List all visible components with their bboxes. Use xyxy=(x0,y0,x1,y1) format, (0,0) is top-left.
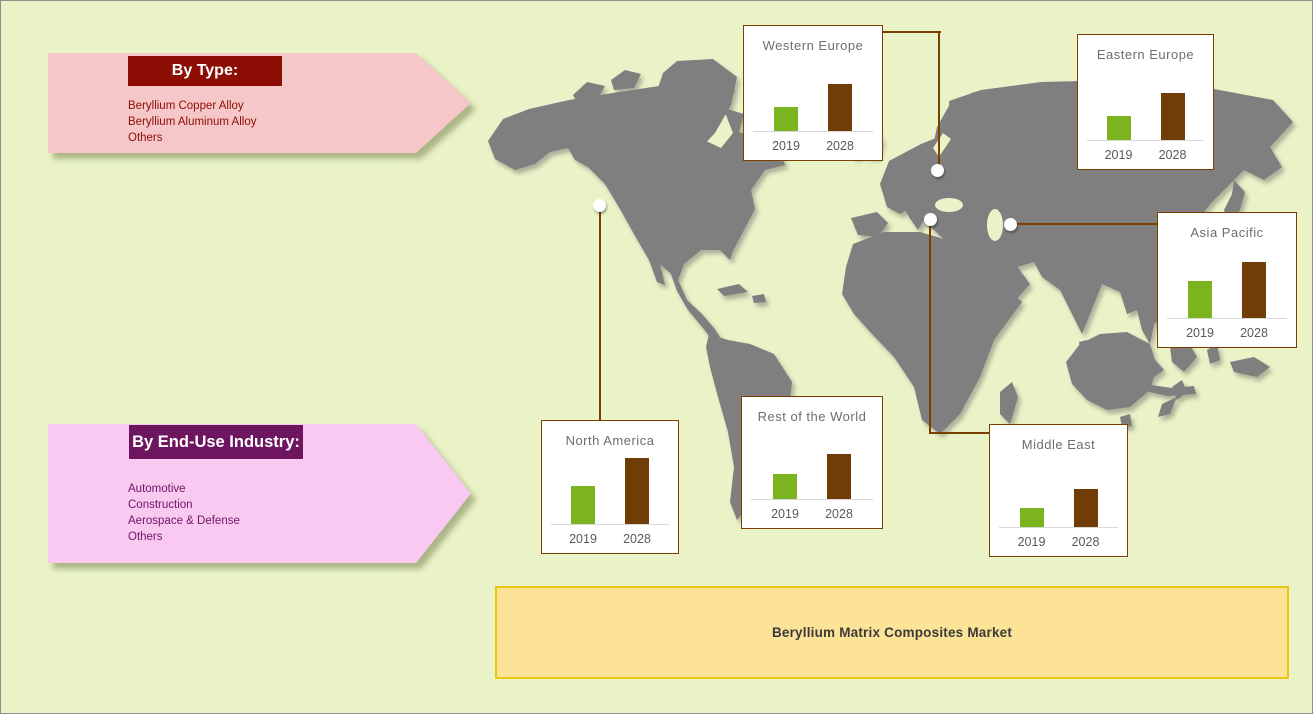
chart-baseline xyxy=(999,527,1118,528)
list-item: Automotive xyxy=(128,483,186,495)
region-chart-title: North America xyxy=(565,433,655,448)
connector-line-western-europe xyxy=(883,31,941,33)
chart-baseline xyxy=(751,499,873,500)
by-type-items: Beryllium Copper Alloy Beryllium Aluminum… xyxy=(128,98,256,146)
map-marker-asia-pacific xyxy=(1004,218,1017,231)
connector-line-north-america xyxy=(599,207,601,420)
category-label: 2019 xyxy=(1104,148,1133,162)
map-marker-north-america xyxy=(593,199,606,212)
bar-group xyxy=(1158,262,1296,319)
region-chart-title: Asia Pacific xyxy=(1190,225,1264,240)
by-type-header: By Type: xyxy=(128,56,282,86)
bar-2019 xyxy=(1106,116,1131,141)
bar-2019 xyxy=(773,474,797,500)
category-label: 2028 xyxy=(826,139,854,153)
chart-baseline xyxy=(1087,140,1204,141)
connector-line-western-europe xyxy=(938,31,940,166)
category-label: 2019 xyxy=(569,532,597,546)
bar-group xyxy=(1078,93,1213,141)
category-label: 2019 xyxy=(771,507,799,521)
region-chart-western-europe: Western Europe 2019 2028 xyxy=(743,25,883,161)
by-end-use-panel: By End-Use Industry: Automotive Construct… xyxy=(48,424,471,563)
region-chart-middle-east: Middle East 2019 2028 xyxy=(989,424,1128,557)
map-marker-western-europe xyxy=(931,164,944,177)
list-item: Beryllium Copper Alloy xyxy=(128,100,244,112)
list-item: Construction xyxy=(128,499,193,511)
chart-baseline xyxy=(551,524,669,525)
bar-2028 xyxy=(1242,262,1266,319)
bar-2019 xyxy=(1188,281,1212,319)
chart-baseline xyxy=(1167,318,1287,319)
bar-2028 xyxy=(1160,93,1185,141)
connector-line-asia-pacific xyxy=(1013,223,1157,225)
title-banner-label: Beryllium Matrix Composites Market xyxy=(771,625,1013,640)
list-item: Others xyxy=(128,132,163,144)
title-banner: Beryllium Matrix Composites Market xyxy=(495,586,1289,679)
region-chart-title: Western Europe xyxy=(762,38,864,53)
by-type-panel: By Type: Beryllium Copper Alloy Beryllium… xyxy=(48,53,471,153)
bar-2019 xyxy=(571,486,595,525)
connector-line-middle-east xyxy=(929,432,990,434)
category-label: 2028 xyxy=(1071,535,1100,549)
region-chart-eastern-europe: Eastern Europe 2019 2028 xyxy=(1077,34,1214,170)
bar-group xyxy=(542,458,678,525)
region-chart-title: Eastern Europe xyxy=(1096,47,1195,62)
bar-2019 xyxy=(1019,508,1044,528)
region-chart-rest-of-the-world: Rest of the World 2019 2028 xyxy=(741,396,883,529)
category-label: 2019 xyxy=(772,139,800,153)
region-chart-title: Middle East xyxy=(1021,437,1096,452)
by-end-use-items: Automotive Construction Aerospace & Defens… xyxy=(128,481,240,545)
list-item: Beryllium Aluminum Alloy xyxy=(128,116,257,128)
region-chart-asia-pacific: Asia Pacific 2019 2028 xyxy=(1157,212,1297,348)
category-label: 2028 xyxy=(1240,326,1268,340)
bar-2028 xyxy=(1073,489,1098,528)
bar-group xyxy=(742,454,882,500)
list-item: Others xyxy=(128,531,163,543)
region-chart-title: Rest of the World xyxy=(757,409,867,424)
region-chart-north-america: North America 2019 2028 xyxy=(541,420,679,554)
category-label: 2028 xyxy=(623,532,651,546)
category-label: 2028 xyxy=(825,507,853,521)
connector-line-middle-east xyxy=(929,222,931,434)
bar-group xyxy=(990,489,1127,528)
category-label: 2019 xyxy=(1017,535,1046,549)
bar-2028 xyxy=(827,454,851,500)
list-item: Aerospace & Defense xyxy=(128,515,240,527)
category-label: 2019 xyxy=(1186,326,1214,340)
bar-2028 xyxy=(828,84,852,132)
category-label: 2028 xyxy=(1158,148,1187,162)
map-marker-middle-east xyxy=(924,213,937,226)
bar-group xyxy=(744,84,882,132)
chart-baseline xyxy=(753,131,873,132)
bar-2019 xyxy=(774,107,798,132)
by-end-use-header: By End-Use Industry: xyxy=(129,425,303,459)
bar-2028 xyxy=(625,458,649,525)
